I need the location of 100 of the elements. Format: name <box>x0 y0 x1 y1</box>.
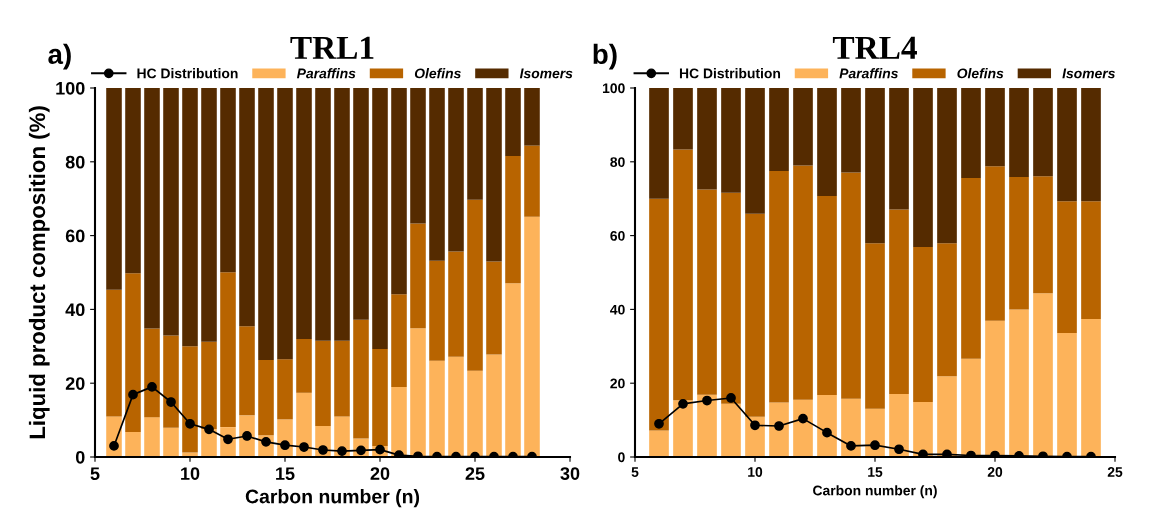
bar <box>721 192 741 404</box>
y-tick-label: 40 <box>610 304 625 315</box>
bar <box>769 88 789 172</box>
bar <box>673 400 693 457</box>
bar <box>649 198 669 431</box>
y-tick-label: 60 <box>65 229 85 243</box>
bar <box>125 431 141 457</box>
point <box>318 445 328 455</box>
bar <box>721 403 741 457</box>
bar <box>697 394 717 457</box>
bar <box>182 88 198 347</box>
bar <box>793 88 813 166</box>
bar <box>769 402 789 457</box>
x-tick-label: 20 <box>987 467 1003 477</box>
bar <box>125 88 141 274</box>
bar <box>889 393 909 457</box>
bar <box>296 392 312 457</box>
bar <box>697 189 717 395</box>
point <box>109 441 119 451</box>
point <box>337 446 347 456</box>
bar <box>961 358 981 457</box>
bar <box>467 370 483 457</box>
bar <box>353 88 369 320</box>
bar <box>889 88 909 210</box>
bar <box>745 213 765 417</box>
bar <box>277 359 293 420</box>
bar <box>220 88 236 273</box>
bar <box>1033 293 1053 457</box>
x-axis-title: Carbon number (n) <box>245 489 420 508</box>
bar <box>353 319 369 439</box>
bar <box>296 338 312 393</box>
bar <box>793 399 813 457</box>
bar <box>144 88 160 329</box>
bar <box>334 340 350 417</box>
bar <box>524 145 540 217</box>
x-tick-label: 10 <box>181 467 200 480</box>
bar <box>125 273 141 432</box>
bar <box>182 346 198 453</box>
bar <box>391 294 407 387</box>
point <box>242 431 252 441</box>
bar <box>144 328 160 418</box>
bar <box>937 243 957 377</box>
bar <box>524 88 540 146</box>
y-tick-label: 20 <box>65 377 85 390</box>
bar <box>410 223 426 329</box>
x-tick-label: 20 <box>370 467 390 480</box>
bar <box>913 247 933 403</box>
bar <box>1009 176 1029 310</box>
bar <box>258 359 274 436</box>
bar <box>697 88 717 190</box>
bar <box>793 165 813 400</box>
bar <box>841 88 861 173</box>
bar <box>505 88 521 156</box>
bar <box>486 88 502 262</box>
text: a) <box>48 43 71 70</box>
bar <box>201 341 217 429</box>
bar <box>448 251 464 357</box>
bar <box>429 360 445 457</box>
bar <box>467 88 483 200</box>
bar <box>315 88 331 341</box>
bar <box>985 88 1005 167</box>
bar <box>410 328 426 457</box>
y-tick-label: 0 <box>75 450 85 464</box>
bar <box>163 88 179 336</box>
legend-label: Paraffins <box>839 68 898 79</box>
legend-label: HC Distribution <box>137 68 238 79</box>
y-tick-label: 100 <box>602 83 625 94</box>
bar <box>315 340 331 426</box>
text: b) <box>593 43 617 70</box>
legend-label: Olefins <box>957 68 1004 79</box>
legend-label: Paraffins <box>296 68 356 79</box>
bar <box>505 155 521 284</box>
x-tick-label: 10 <box>748 467 763 477</box>
bar <box>649 430 669 457</box>
bar <box>1057 88 1077 202</box>
y-tick-label: 100 <box>56 81 85 95</box>
bar <box>841 398 861 457</box>
bar <box>913 402 933 457</box>
bar <box>486 354 502 457</box>
bar <box>106 88 122 290</box>
point <box>185 418 195 429</box>
bar <box>673 149 693 401</box>
bar <box>817 196 837 396</box>
bar <box>817 395 837 457</box>
bar <box>220 272 236 428</box>
bar <box>163 427 179 457</box>
point <box>280 440 290 451</box>
bar <box>937 376 957 457</box>
bar <box>524 216 540 457</box>
legend-label: Olefins <box>414 68 461 79</box>
point <box>147 382 157 392</box>
bar <box>961 88 981 179</box>
bar <box>505 283 521 457</box>
bar <box>334 88 350 341</box>
point <box>128 389 138 400</box>
bar <box>372 88 388 349</box>
bar <box>239 88 255 327</box>
bar <box>486 261 502 355</box>
y-tick-label: 80 <box>610 157 625 167</box>
bar <box>391 386 407 457</box>
